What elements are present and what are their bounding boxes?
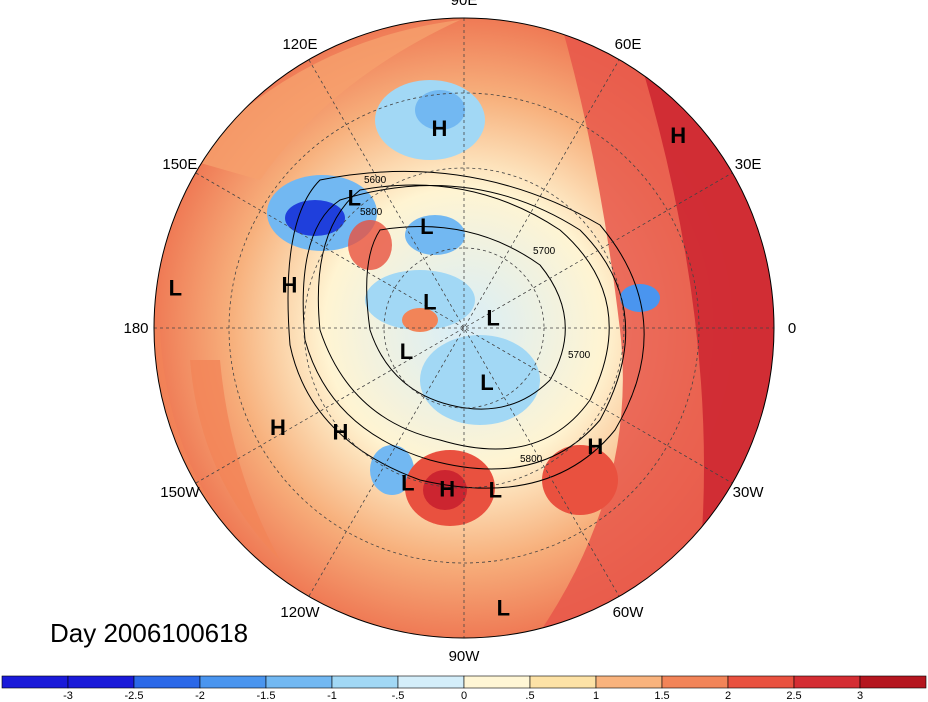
- longitude-label: 60E: [615, 36, 642, 53]
- colorbar-segment: [859, 675, 927, 689]
- longitude-label: 60W: [613, 604, 645, 621]
- low-pressure-label: L: [400, 339, 413, 364]
- colorbar-tick-label: -3: [63, 690, 73, 702]
- graticule: [154, 18, 774, 638]
- colorbar-tick-label: 0: [461, 690, 467, 702]
- contour-label: 5800: [360, 207, 383, 218]
- high-pressure-label: H: [282, 273, 298, 298]
- contour-label: 5800: [520, 454, 543, 465]
- anomaly-field: [154, 18, 774, 638]
- low-pressure-label: L: [401, 470, 414, 495]
- colorbar-tick-label: 2.5: [786, 690, 801, 702]
- contour-label: 5600: [364, 175, 387, 186]
- timestamp-label: Day 2006100618: [50, 618, 249, 648]
- longitude-label: 90W: [449, 648, 481, 665]
- map-boundary: [153, 17, 775, 639]
- longitude-label: 90E: [451, 0, 478, 9]
- longitude-labels: 90E 60E 30E 0 30W 60W 90W 120W 150W 180 150E 120E: [123, 0, 796, 665]
- colorbar-segment: [529, 675, 597, 689]
- colorbar-segment: [67, 675, 135, 689]
- high-pressure-label: H: [333, 420, 349, 445]
- colorbar-tick-label: -.5: [392, 690, 405, 702]
- low-pressure-label: L: [420, 214, 433, 239]
- low-pressure-label: L: [480, 370, 493, 395]
- colorbar-tick-label: -1.5: [257, 690, 276, 702]
- colorbar-segment: [265, 675, 333, 689]
- low-pressure-label: L: [489, 477, 502, 502]
- low-pressure-label: L: [486, 305, 499, 330]
- colorbar: -3 -2.5 -2 -1.5 -1 -.5 0 .5 1 1.5 2 2.5 3: [1, 675, 927, 702]
- low-pressure-label: L: [169, 275, 182, 300]
- high-pressure-label: H: [439, 476, 455, 501]
- colorbar-segment: [463, 675, 531, 689]
- colorbar-tick-label: -2: [195, 690, 205, 702]
- low-pressure-label: L: [348, 185, 361, 210]
- colorbar-segment: [199, 675, 267, 689]
- high-pressure-label: H: [431, 116, 447, 141]
- colorbar-tick-label: -1: [327, 690, 337, 702]
- colorbar-segment: [595, 675, 663, 689]
- colorbar-segment: [1, 675, 69, 689]
- colorbar-segment: [793, 675, 861, 689]
- colorbar-tick-label: 3: [857, 690, 863, 702]
- colorbar-tick-label: 1.5: [654, 690, 669, 702]
- low-pressure-label: L: [497, 595, 510, 620]
- colorbar-segment: [397, 675, 465, 689]
- longitude-label: 150E: [162, 156, 197, 173]
- colorbar-tick-label: .5: [525, 690, 534, 702]
- contour-label: 5700: [568, 350, 591, 361]
- high-pressure-label: H: [270, 415, 286, 440]
- colorbar-segment: [661, 675, 729, 689]
- longitude-label: 150W: [160, 484, 200, 501]
- contour-label: 5700: [533, 246, 556, 257]
- high-pressure-label: H: [670, 123, 686, 148]
- high-pressure-label: H: [587, 434, 603, 459]
- colorbar-segment: [133, 675, 201, 689]
- longitude-label: 120W: [280, 604, 320, 621]
- longitude-label: 30E: [735, 156, 762, 173]
- longitude-label: 120E: [282, 36, 317, 53]
- colorbar-tick-label: 1: [593, 690, 599, 702]
- colorbar-tick-label: 2: [725, 690, 731, 702]
- colorbar-segment: [331, 675, 399, 689]
- height-contours: [287, 170, 645, 489]
- low-pressure-label: L: [423, 289, 436, 314]
- longitude-label: 0: [788, 320, 796, 337]
- colorbar-segment: [727, 675, 795, 689]
- colorbar-tick-label: -2.5: [125, 690, 144, 702]
- longitude-label: 30W: [733, 484, 765, 501]
- longitude-label: 180: [123, 320, 148, 337]
- contour-labels: 5600 5700 5700 5800 5800: [360, 175, 591, 465]
